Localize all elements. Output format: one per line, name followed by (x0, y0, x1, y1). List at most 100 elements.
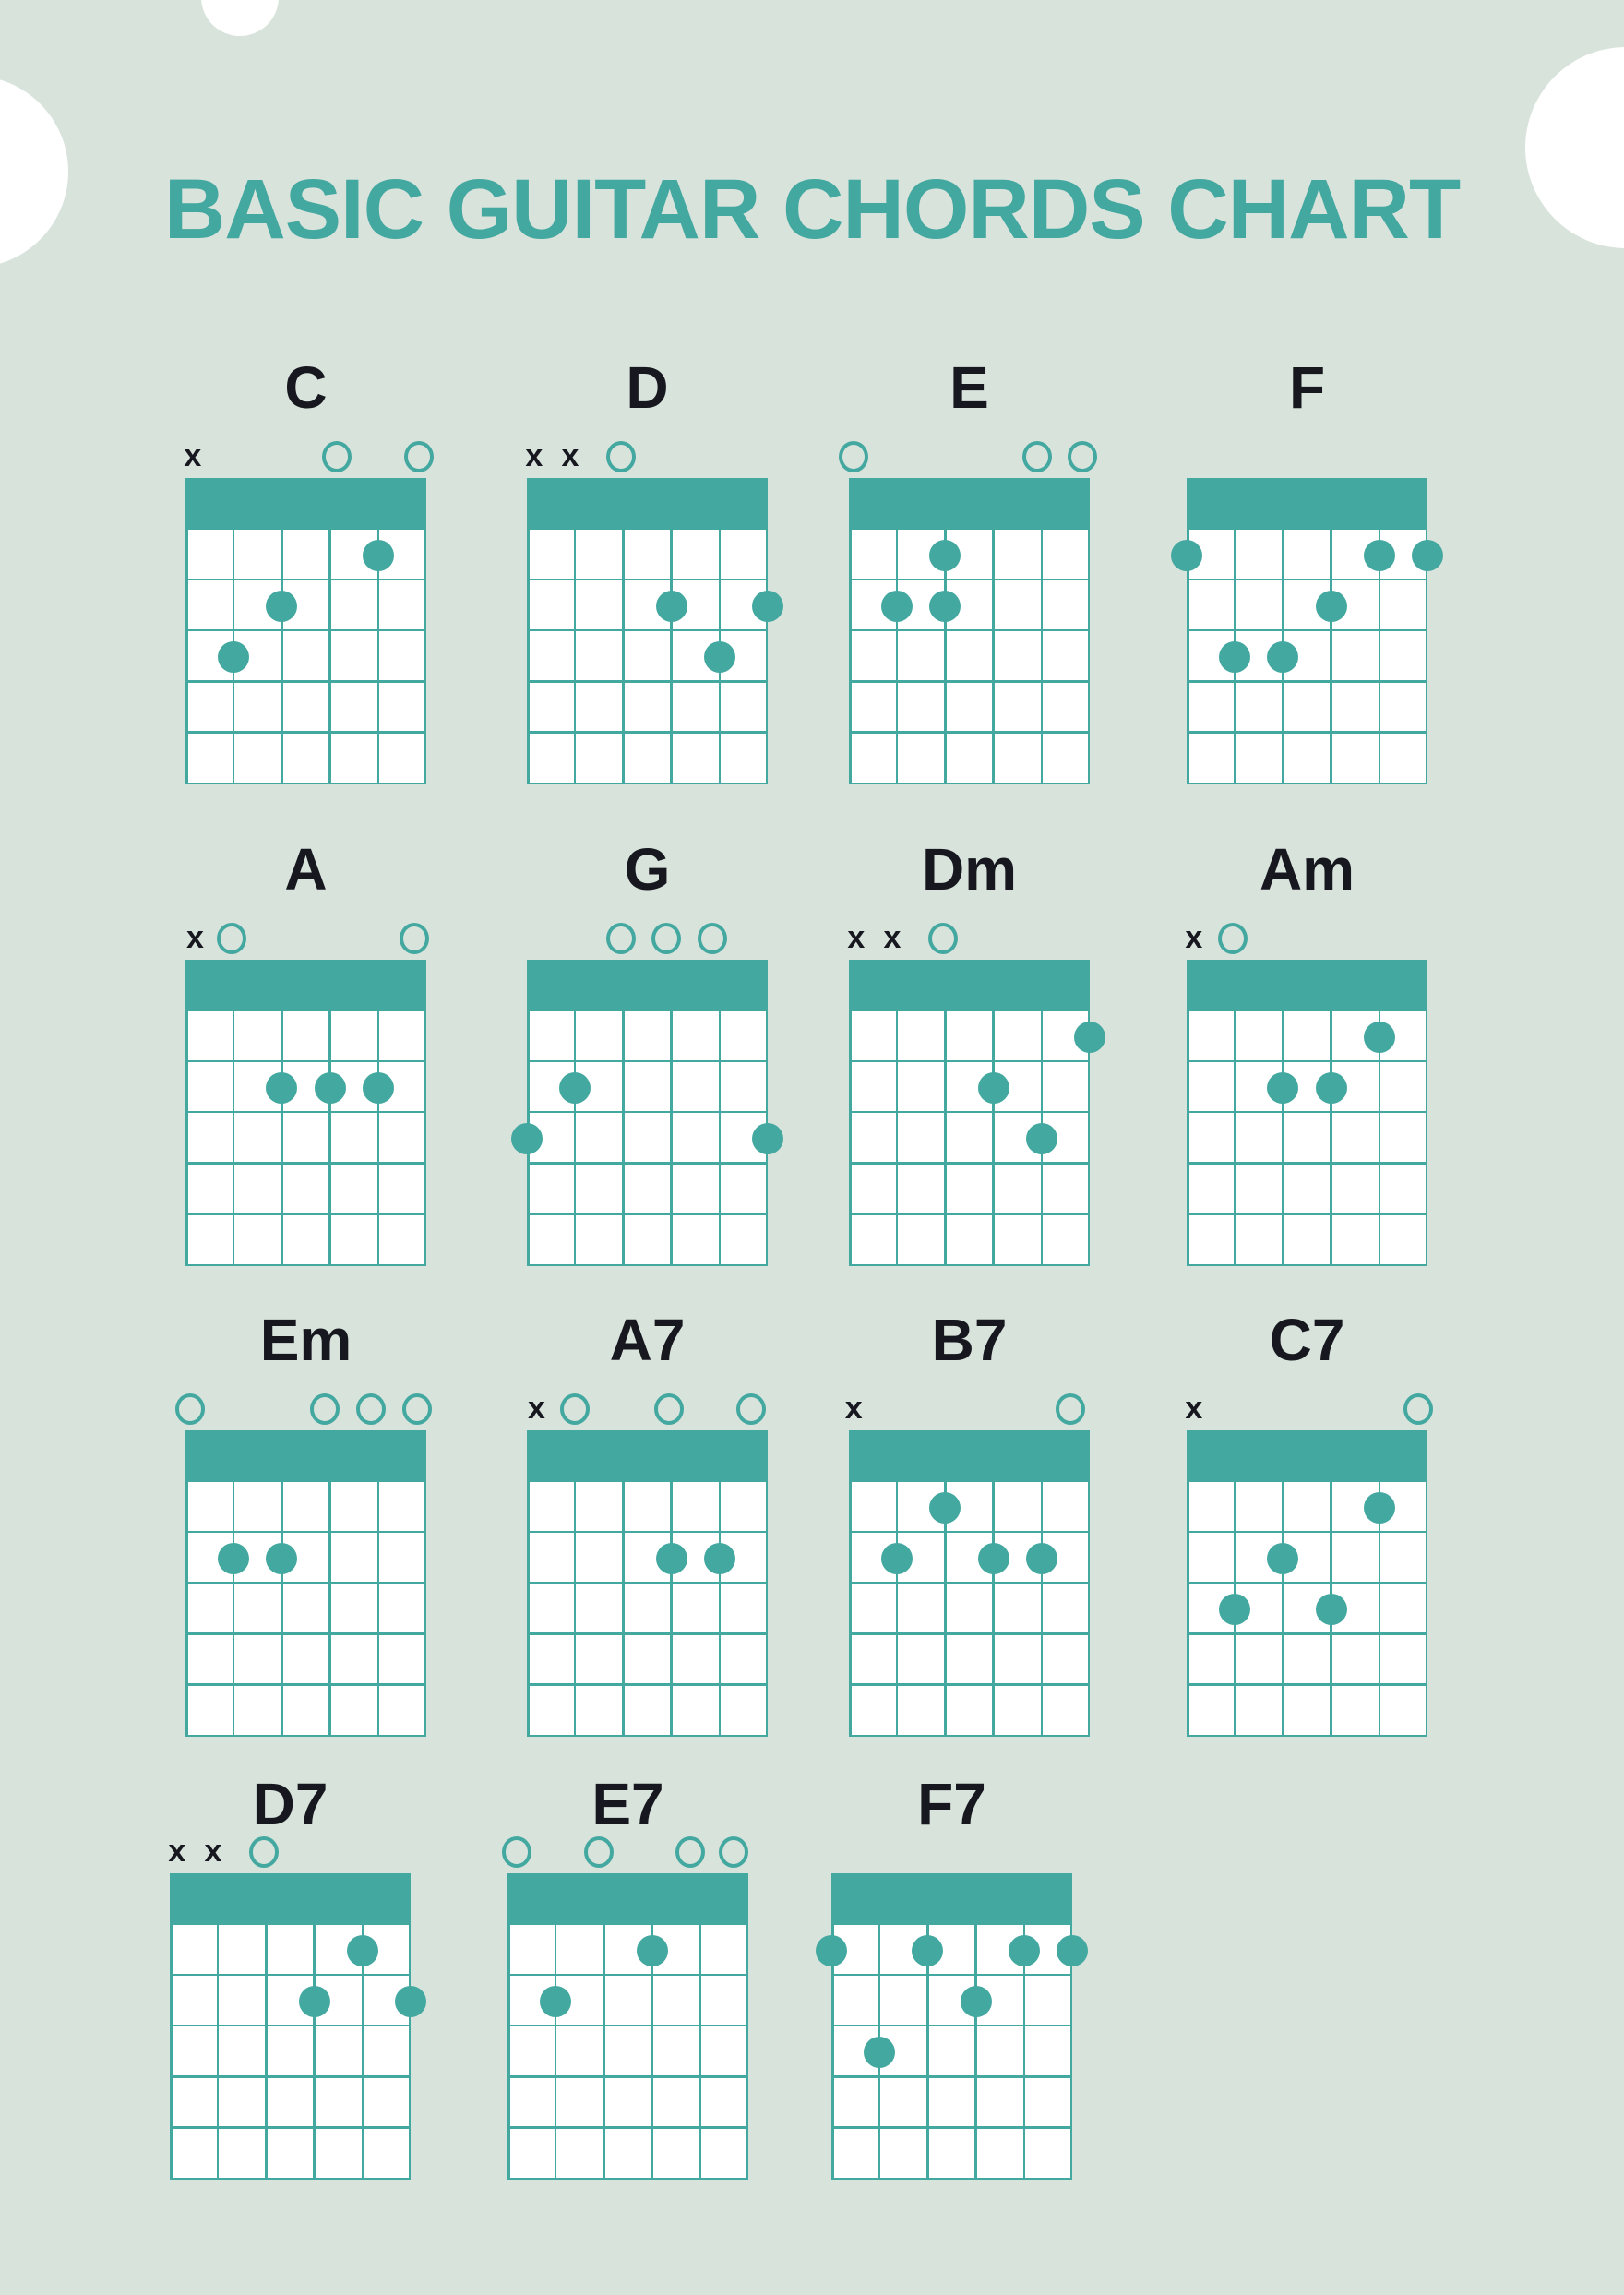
open-string-marker (502, 1836, 532, 1868)
finger-dot (703, 641, 735, 673)
chord-card: D7 x x (168, 1775, 426, 2180)
nut-bar (849, 960, 1090, 1011)
string-line (992, 1011, 995, 1266)
nut-bar (527, 960, 768, 1011)
open-string-marker (355, 1393, 386, 1425)
string-line (895, 1011, 899, 1266)
string-line (573, 530, 577, 784)
page-title: BASIC GUITAR CHORDS CHART (163, 162, 1461, 257)
open-string-marker (322, 441, 352, 472)
finger-dot (1267, 1542, 1299, 1574)
chord-name: Dm (921, 836, 1018, 902)
fret-line (1187, 1162, 1427, 1165)
string-line (1378, 1482, 1381, 1737)
string-line (1087, 1011, 1090, 1266)
open-string-marker (1403, 1393, 1433, 1425)
string-line (527, 530, 530, 784)
string-line (670, 1482, 673, 1737)
fret-line (849, 628, 1090, 632)
string-line (622, 1011, 625, 1266)
muted-string-marker: x (525, 438, 543, 473)
fret-line (849, 1263, 1090, 1266)
string-line (944, 1011, 947, 1266)
open-string-marker (399, 923, 429, 954)
open-string-marker (675, 1836, 706, 1868)
finger-dot (362, 1071, 394, 1104)
chord-card: Em (175, 1310, 432, 1737)
string-line (1330, 1011, 1332, 1266)
string-line (1282, 1011, 1284, 1266)
string-line (508, 1925, 510, 2180)
muted-string-marker: x (1185, 920, 1203, 955)
nut-bar (1187, 1430, 1427, 1482)
string-line (765, 1482, 768, 1737)
fret-line (849, 1110, 1090, 1114)
chord-card: Am x (1185, 840, 1427, 1266)
fret-line (1187, 578, 1427, 581)
string-line (622, 1482, 625, 1737)
nut-bar (1187, 960, 1427, 1011)
finger-dot (655, 1542, 687, 1574)
nut-bar (849, 1430, 1090, 1482)
finger-dot (1008, 1934, 1040, 1966)
string-line (170, 1925, 173, 2180)
string-line (1022, 1925, 1026, 2180)
finger-dot (362, 539, 394, 571)
fret-line (185, 1734, 426, 1737)
fret-line (170, 1973, 411, 1977)
finger-dot (1363, 1491, 1395, 1524)
chord-name: A (284, 836, 328, 902)
nut-bar (185, 478, 426, 530)
open-string-marker (1021, 441, 1052, 472)
finger-dot (1057, 1934, 1088, 1966)
chord-card: E (839, 358, 1098, 784)
open-string-marker (1056, 1393, 1086, 1425)
open-string-marker (719, 1836, 749, 1868)
finger-dot (1267, 1071, 1299, 1104)
fret-line (1187, 1059, 1427, 1063)
string-line (1425, 530, 1427, 784)
muted-string-marker: x (561, 438, 579, 473)
fret-line (527, 731, 768, 734)
fret-line (170, 2126, 411, 2129)
finger-dot (1219, 641, 1251, 673)
string-line (1087, 1482, 1090, 1737)
string-line (895, 530, 899, 784)
finger-dot (314, 1071, 346, 1104)
string-line (408, 1925, 411, 2180)
fret-line (185, 1213, 426, 1215)
string-line (424, 1482, 426, 1737)
string-line (527, 1482, 530, 1737)
fret-line (1187, 731, 1427, 734)
finger-dot (511, 1123, 543, 1154)
fretboard-grid (185, 1011, 426, 1266)
string-line (328, 530, 331, 784)
string-line (573, 1011, 577, 1266)
finger-dot (929, 539, 961, 571)
fretboard-grid (527, 1482, 768, 1737)
fret-line (170, 2177, 411, 2180)
fret-line (185, 680, 426, 683)
string-line (1425, 1011, 1427, 1266)
open-string-marker (248, 1836, 279, 1868)
string-line (1040, 530, 1044, 784)
muted-string-marker: x (844, 1391, 863, 1426)
string-line (1282, 1482, 1284, 1737)
fretboard-grid (849, 1482, 1090, 1737)
fretboard-grid (508, 1925, 748, 2180)
fret-line (527, 1530, 768, 1534)
finger-dot (1315, 1071, 1347, 1104)
string-line (216, 1925, 220, 2180)
fret-line (508, 2075, 748, 2078)
string-line (185, 1482, 188, 1737)
open-string-marker (1068, 441, 1098, 472)
finger-dot (559, 1071, 591, 1104)
string-line (746, 1925, 748, 2180)
fret-line (849, 1213, 1090, 1215)
string-line (1425, 1482, 1427, 1737)
open-string-marker (605, 923, 636, 954)
finger-dot (266, 590, 298, 622)
fretboard-grid (849, 530, 1090, 784)
string-line (328, 1482, 331, 1737)
